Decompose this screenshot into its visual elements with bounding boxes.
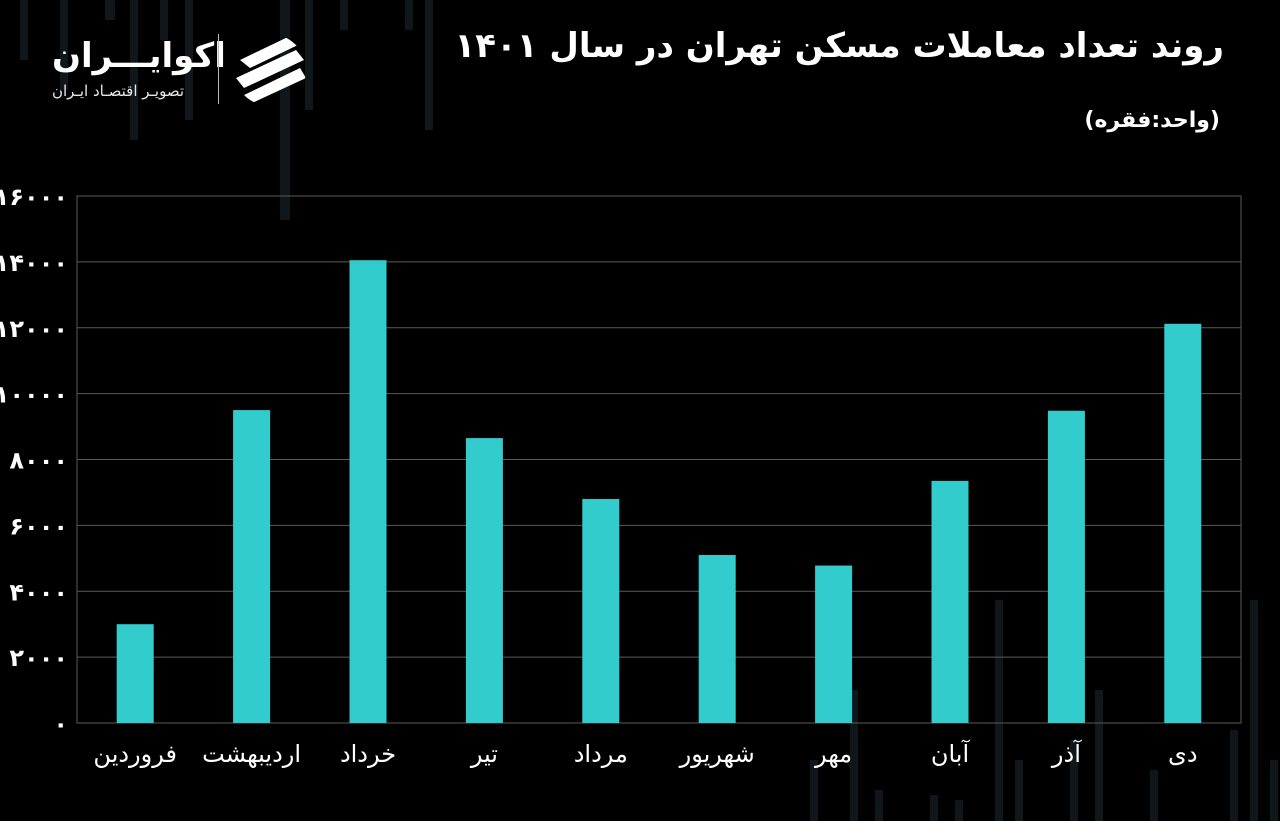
background-bar — [1070, 740, 1078, 821]
brand-tagline: تصویـر اقتصـاد ایـران — [52, 82, 185, 100]
background-bar — [1250, 600, 1258, 821]
background-bar — [955, 800, 963, 821]
bar-2 — [233, 410, 271, 723]
y-tick-label: ۱۲۰۰۰ — [0, 315, 68, 343]
background-bar — [185, 0, 193, 120]
background-bar — [875, 790, 883, 821]
background-bar — [280, 0, 290, 220]
bar-3 — [349, 260, 387, 723]
background-bar — [340, 0, 348, 30]
y-tick-label: ۲۰۰۰ — [9, 644, 68, 672]
chart-title: روند تعداد معاملات مسکن تهران در سال ۱۴۰… — [454, 26, 1224, 66]
background-bar — [1230, 730, 1238, 821]
unit-label: (واحد:فقره) — [1084, 108, 1220, 133]
background-bar — [1270, 760, 1278, 821]
logo-divider — [218, 34, 219, 104]
x-tick-label: شهریور — [679, 740, 755, 768]
background-bar — [930, 795, 938, 821]
background-bar — [305, 0, 313, 110]
brand-name: اکوایـــران — [52, 36, 226, 76]
x-tick-label: آذر — [1051, 739, 1082, 768]
y-tick-label: ۱۰۰۰۰ — [0, 381, 68, 409]
x-tick-label: خرداد — [340, 740, 396, 768]
ecoiran-stripes-icon — [236, 36, 306, 104]
x-tick-label: مرداد — [574, 740, 628, 768]
y-tick-label: ۶۰۰۰ — [9, 512, 68, 540]
y-tick-label: ۱۴۰۰۰ — [0, 249, 68, 277]
background-bar — [425, 0, 433, 130]
x-tick-label: آبان — [931, 739, 971, 768]
y-tick-label: ۰ — [53, 710, 68, 738]
x-tick-label: اردیبهشت — [202, 740, 301, 768]
background-bar — [160, 0, 168, 40]
x-tick-label: مهر — [814, 740, 852, 768]
x-tick-label: فروردین — [93, 740, 177, 768]
background-bar — [60, 0, 68, 90]
bar-9 — [1047, 410, 1085, 723]
background-bar — [1150, 770, 1158, 821]
bar-4 — [465, 438, 503, 723]
bar-8 — [931, 480, 969, 723]
background-bar — [850, 690, 858, 821]
background-bar — [1015, 760, 1023, 821]
background-bar — [995, 600, 1003, 821]
background-bar — [20, 0, 28, 60]
bar-7 — [815, 565, 853, 723]
background-bar — [130, 0, 138, 140]
x-tick-label: دی — [1168, 740, 1197, 768]
background-bar — [405, 0, 413, 30]
brand-logo: اکوایـــران تصویـر اقتصـاد ایـران — [40, 30, 320, 110]
bar-1 — [116, 624, 154, 723]
bar-10 — [1164, 323, 1202, 723]
y-tick-label: ۴۰۰۰ — [9, 578, 68, 606]
background-bar — [105, 0, 115, 20]
background-bar — [810, 760, 818, 821]
x-tick-label: تیر — [470, 740, 498, 768]
y-tick-label: ۱۶۰۰۰ — [0, 183, 68, 211]
bar-6 — [698, 555, 736, 723]
background-bar — [1095, 690, 1103, 821]
bar-5 — [582, 499, 620, 723]
y-tick-label: ۸۰۰۰ — [9, 447, 68, 475]
